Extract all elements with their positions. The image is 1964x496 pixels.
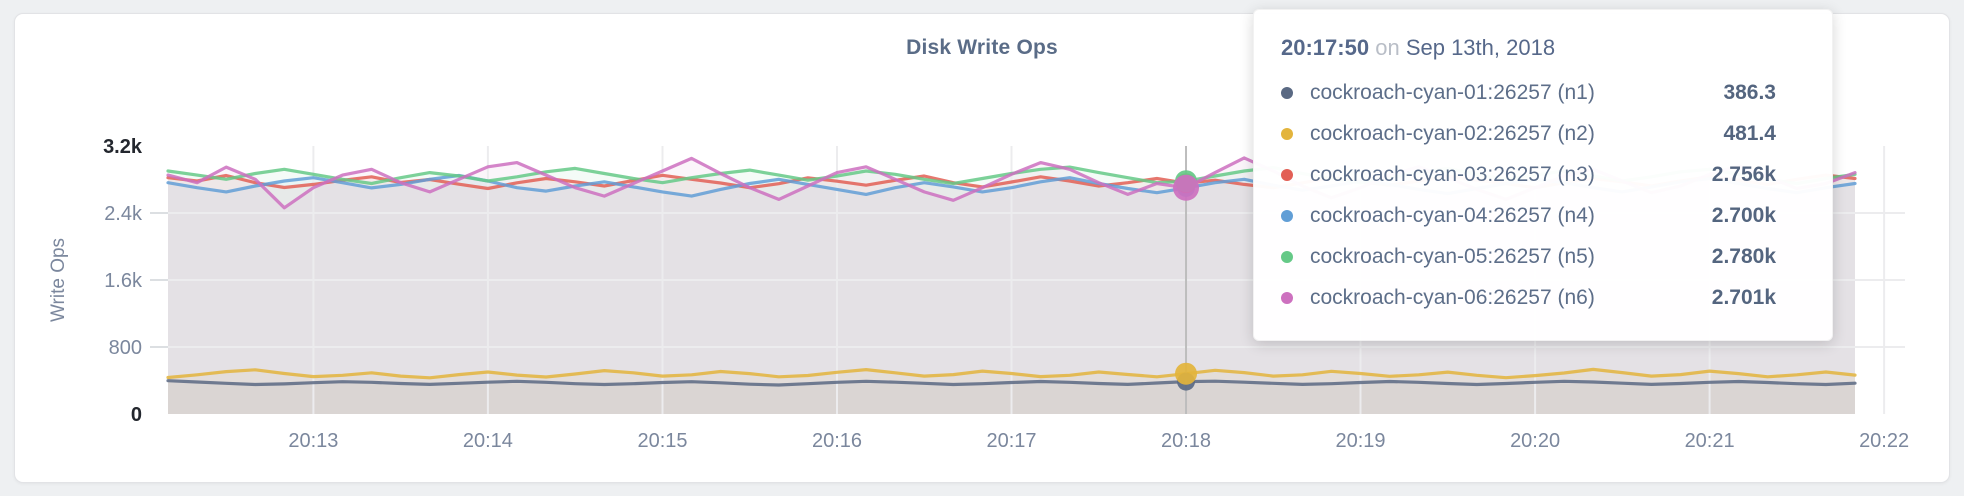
y-tick-label: 0	[131, 404, 142, 426]
legend-dot-icon	[1281, 209, 1293, 222]
x-tick-label: 20:20	[1510, 430, 1560, 452]
x-tick-label: 20:17	[986, 430, 1036, 452]
legend-dot-icon	[1281, 168, 1293, 181]
series-line-n1	[166, 379, 1857, 387]
x-tick-label: 20:16	[812, 430, 862, 452]
tooltip-timestamp: 20:17:50 on Sep 13th, 2018	[1281, 33, 1776, 63]
series-name: cockroach-cyan-05:26257 (n5)	[1310, 244, 1595, 268]
hover-dot-n2[interactable]	[1175, 362, 1198, 385]
series-name: cockroach-cyan-02:26257 (n2)	[1310, 121, 1595, 145]
tooltip-preposition: on	[1375, 35, 1400, 60]
tooltip-row: cockroach-cyan-03:26257 (n3) 2.756k	[1281, 154, 1776, 195]
series-name: cockroach-cyan-01:26257 (n1)	[1310, 80, 1595, 104]
tooltip-row: cockroach-cyan-04:26257 (n4) 2.700k	[1281, 195, 1776, 236]
series-name: cockroach-cyan-06:26257 (n6)	[1310, 285, 1595, 309]
tooltip-row: cockroach-cyan-06:26257 (n6) 2.701k	[1281, 277, 1776, 318]
legend-dot-icon	[1281, 291, 1293, 304]
y-axis-label: Write Ops	[48, 237, 70, 323]
hover-dot-n6[interactable]	[1173, 174, 1200, 201]
x-tick-label: 20:15	[637, 430, 687, 452]
x-tick-label: 20:14	[463, 430, 513, 452]
y-tick-label: 800	[109, 337, 142, 359]
y-tick-label: 3.2k	[103, 136, 143, 158]
x-tick-label: 20:19	[1335, 430, 1385, 452]
tooltip-row: cockroach-cyan-05:26257 (n5) 2.780k	[1281, 236, 1776, 277]
legend-dot-icon	[1281, 127, 1293, 140]
y-tick-label: 1.6k	[104, 270, 143, 292]
tooltip-row: cockroach-cyan-02:26257 (n2) 481.4	[1281, 113, 1776, 154]
x-tick-label: 20:21	[1685, 430, 1735, 452]
series-value: 386.3	[1723, 80, 1776, 104]
series-value: 481.4	[1723, 121, 1776, 145]
legend-dot-icon	[1281, 86, 1293, 99]
tooltip-legend: cockroach-cyan-01:26257 (n1) 386.3 cockroa…	[1281, 72, 1776, 318]
x-tick-label: 20:22	[1859, 430, 1909, 452]
x-tick-label: 20:13	[288, 430, 338, 452]
x-tick-label: 20:18	[1161, 430, 1211, 452]
series-line-n2	[166, 367, 1857, 380]
legend-dot-icon	[1281, 250, 1293, 263]
series-value: 2.780k	[1711, 244, 1776, 268]
tooltip-time: 20:17:50	[1281, 35, 1370, 60]
series-name: cockroach-cyan-03:26257 (n3)	[1310, 162, 1595, 186]
series-value: 2.701k	[1711, 285, 1776, 309]
hover-tooltip: 20:17:50 on Sep 13th, 2018 cockroach-cya…	[1253, 9, 1833, 341]
y-tick-label: 2.4k	[104, 203, 143, 225]
tooltip-row: cockroach-cyan-01:26257 (n1) 386.3	[1281, 72, 1776, 113]
tooltip-date: Sep 13th, 2018	[1405, 35, 1556, 60]
series-name: cockroach-cyan-04:26257 (n4)	[1310, 203, 1595, 227]
series-value: 2.700k	[1711, 203, 1776, 227]
series-value: 2.756k	[1711, 162, 1776, 186]
chart-title: Disk Write Ops	[906, 36, 1058, 59]
